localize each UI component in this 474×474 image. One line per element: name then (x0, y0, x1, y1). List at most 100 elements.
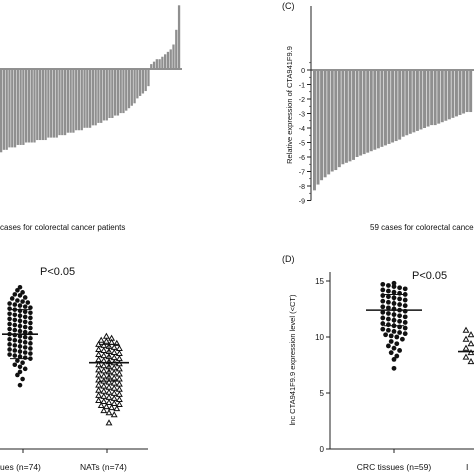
bar (127, 69, 131, 109)
bar (27, 69, 31, 143)
data-point (22, 366, 28, 372)
data-point (12, 353, 18, 358)
bar (47, 69, 50, 138)
data-point (95, 391, 103, 398)
data-point (7, 347, 12, 352)
data-point (12, 327, 18, 333)
data-point (20, 376, 25, 382)
data-point (113, 405, 121, 412)
bar (313, 70, 316, 191)
bar (150, 64, 153, 69)
y-tick-label: -3 (299, 112, 305, 119)
y-tick-label: -2 (299, 97, 305, 104)
data-point (28, 351, 33, 356)
bar (97, 69, 100, 123)
data-point (462, 326, 470, 333)
bar (152, 61, 156, 69)
data-point (380, 298, 386, 304)
data-point (386, 288, 391, 294)
data-point (102, 337, 110, 344)
data-point (100, 392, 108, 399)
bar (66, 69, 69, 133)
bar (462, 70, 466, 114)
bar (177, 5, 181, 70)
bar (394, 70, 398, 142)
data-point (100, 382, 108, 389)
data-point (15, 372, 20, 378)
data-point (397, 290, 402, 296)
y-tick-label: -4 (299, 126, 305, 133)
bar (139, 69, 142, 96)
bar (113, 69, 117, 116)
x-category-label: CRC tissues (n=59) (357, 462, 432, 472)
bar (105, 69, 108, 121)
data-point (391, 365, 397, 371)
x-category-label: NATs (n=74) (80, 462, 127, 472)
data-point (386, 283, 391, 288)
data-point (28, 346, 33, 351)
data-point (467, 349, 474, 356)
data-point (7, 342, 12, 347)
data-point (394, 341, 400, 347)
x-axis-label: 59 cases for colorectal cancer (370, 223, 474, 232)
bar (447, 70, 451, 120)
y-axis-label: lnc CTA941F9.9 expression level (<CT) (288, 294, 297, 425)
data-point (12, 317, 18, 323)
bar (161, 56, 164, 69)
y-tick-label: 0 (320, 445, 325, 454)
data-point (20, 299, 25, 304)
data-point (388, 339, 394, 344)
data-point (28, 325, 33, 331)
bar (172, 44, 175, 69)
data-point (110, 399, 118, 407)
data-point (402, 292, 408, 297)
bar (175, 29, 178, 69)
y-tick-label: -5 (299, 141, 305, 148)
bar (88, 69, 92, 128)
bar (373, 70, 377, 150)
data-point (115, 380, 123, 387)
bar (366, 70, 370, 153)
bar (61, 69, 64, 136)
bar (111, 69, 114, 118)
data-point (462, 344, 470, 351)
bar (91, 69, 95, 126)
panel-top-left-bar-chart: cases for colorectal cancer patients (0, 5, 182, 232)
data-point (12, 348, 18, 353)
panel-bottom-left-scatter: P<0.05 ues (n=74) NATs (n=74) (0, 266, 148, 472)
panel-label: (D) (282, 254, 295, 264)
data-point (17, 364, 23, 370)
bar (136, 69, 139, 99)
data-point (394, 334, 400, 340)
data-point (105, 398, 113, 405)
bar (423, 70, 426, 128)
data-point (397, 318, 402, 324)
data-point (17, 369, 23, 375)
panel-d-scatter: (D) P<0.05 0 5 10 15 lnc CTA941F9.9 expression… (282, 254, 474, 472)
data-point (110, 411, 118, 418)
bar (166, 51, 170, 69)
bar (77, 69, 81, 131)
data-point (110, 374, 118, 381)
data-point (28, 310, 33, 316)
bar (164, 54, 167, 69)
data-point (380, 321, 386, 326)
panel-c-bar-chart: (C) 0 -1 -2 -3 -4 -5 -6 -7 -8 -9 Relative expressio… (282, 1, 474, 232)
bar (0, 69, 3, 153)
data-point (7, 306, 12, 311)
data-point (380, 326, 386, 332)
data-point (391, 357, 397, 362)
data-point (22, 304, 28, 309)
data-point (391, 284, 397, 289)
data-point (7, 311, 12, 317)
data-point (95, 366, 103, 373)
bar (323, 70, 327, 178)
bar (11, 69, 14, 148)
data-point (467, 340, 474, 347)
data-point (115, 344, 123, 351)
bar (405, 70, 409, 136)
data-point (95, 396, 103, 403)
bar (384, 70, 387, 146)
data-point (391, 345, 397, 351)
